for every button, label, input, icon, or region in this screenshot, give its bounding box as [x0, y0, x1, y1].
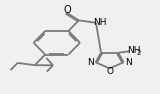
Text: NH: NH — [128, 46, 141, 55]
Text: N: N — [125, 58, 132, 67]
Text: NH: NH — [93, 17, 107, 27]
Text: O: O — [106, 67, 113, 76]
Text: 2: 2 — [136, 50, 140, 56]
Text: O: O — [64, 5, 71, 16]
Text: N: N — [87, 58, 94, 67]
